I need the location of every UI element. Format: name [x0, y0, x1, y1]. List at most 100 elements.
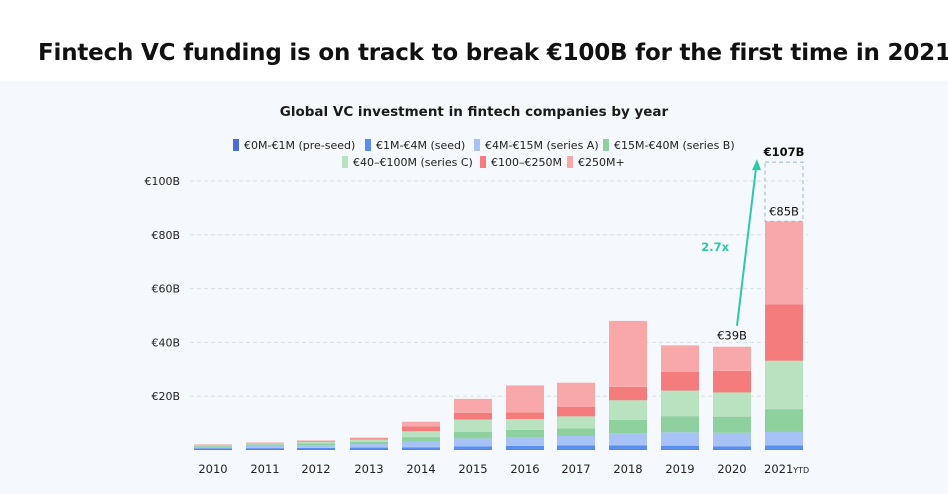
bar-segment [246, 442, 284, 443]
bar-segment [557, 382, 595, 407]
bar-segment [661, 432, 699, 446]
legend-label: €1M-€4M (seed) [376, 139, 465, 152]
bar-segment [713, 432, 751, 447]
legend-label: €250M+ [578, 156, 625, 169]
bar-segment [350, 449, 388, 450]
legend-label: €0M-€1M (pre-seed) [244, 139, 355, 152]
bar-segment [402, 441, 440, 448]
x-tick-label: 2014 [406, 462, 435, 476]
legend-swatch [474, 139, 480, 151]
bar-segment [454, 446, 492, 450]
bar-segment [609, 320, 647, 387]
bar-segment [350, 447, 388, 450]
value-label-2021-projected: €107B [763, 145, 805, 159]
y-tick-label: €80B [151, 229, 180, 242]
bar-segment [661, 345, 699, 372]
chart-title: Global VC investment in fintech companie… [279, 104, 669, 120]
bar-segment [609, 449, 647, 450]
bar-segment [246, 445, 284, 449]
y-tick-label: €40B [151, 336, 180, 349]
bar-segment [609, 433, 647, 446]
bar-segment [713, 392, 751, 417]
bar-segment [557, 416, 595, 429]
bar-segment [402, 449, 440, 450]
bar-segment [246, 443, 284, 445]
bar-segment [402, 447, 440, 450]
bar-segment [661, 416, 699, 433]
bar-segment [454, 419, 492, 432]
bar-segment [661, 449, 699, 450]
x-tick-label: 2012 [301, 462, 330, 476]
bar-segment [350, 444, 388, 448]
bar-segment [506, 385, 544, 413]
bar-segment [557, 445, 595, 450]
bar-segment [765, 445, 803, 450]
bar-segment [713, 446, 751, 450]
bar-segment [765, 431, 803, 446]
legend-label: €100–€250M [491, 156, 562, 169]
bar-segment [297, 443, 335, 446]
bar-segment [297, 447, 335, 450]
bar-segment [557, 449, 595, 450]
value-label-2021-ytd: €85B [769, 204, 799, 218]
legend-swatch [233, 139, 239, 151]
bar-segment [609, 400, 647, 420]
bar-segment [661, 371, 699, 391]
bar-segment [297, 440, 335, 441]
bar-segment [350, 437, 388, 439]
bar-segment [402, 431, 440, 438]
x-tick-label: 2019 [665, 462, 694, 476]
bar-segment [402, 437, 440, 442]
bar-segment [765, 221, 803, 305]
legend-label: €15M-€40M (series B) [614, 139, 735, 152]
bar-segment [765, 409, 803, 432]
bar-segment [609, 445, 647, 450]
bar-segment [557, 436, 595, 446]
bar-segment [454, 438, 492, 447]
y-tick-label: €20B [151, 390, 180, 403]
bar-segment [506, 429, 544, 438]
legend-swatch [603, 139, 609, 151]
bar-segment [661, 390, 699, 417]
value-label-2020: €39B [717, 329, 747, 343]
bar-segment [557, 428, 595, 437]
bar-segment [713, 346, 751, 371]
x-tick-label: 2017 [561, 462, 590, 476]
bar-segment [297, 441, 335, 444]
bar-segment [506, 419, 544, 430]
x-tick-label: 2020 [717, 462, 746, 476]
bar-segment [557, 406, 595, 417]
bar-segment [246, 448, 284, 450]
bar-segment [297, 440, 335, 442]
bar-segment [194, 448, 232, 450]
bar-segment [350, 438, 388, 440]
bar-segment [246, 444, 284, 446]
x-tick-label: 2010 [198, 462, 227, 476]
y-tick-label: €60B [151, 283, 180, 296]
bar-segment [713, 370, 751, 393]
bar-segment [609, 419, 647, 434]
bar-segment [765, 360, 803, 410]
growth-arrow-line [736, 168, 757, 326]
y-tick-label: €100B [144, 175, 180, 188]
bar-segment [194, 444, 232, 446]
bar-segment [506, 445, 544, 450]
bar-segment [765, 449, 803, 450]
bar-segment [350, 439, 388, 442]
bar-segment [402, 426, 440, 432]
bar-segment [713, 449, 751, 450]
bar-segment [609, 386, 647, 401]
x-tick-label: 2011 [250, 462, 279, 476]
bar-segment [454, 412, 492, 420]
bar-segment [713, 416, 751, 433]
growth-arrow-head [752, 159, 761, 171]
x-tick-label: 2018 [613, 462, 642, 476]
legend-swatch [480, 156, 486, 168]
bar-segment [194, 449, 232, 450]
legend-swatch [342, 156, 348, 168]
legend-label: €4M-€15M (series A) [485, 139, 599, 152]
bar-segment [297, 449, 335, 450]
bar-segment [194, 444, 232, 446]
bar-segment [765, 304, 803, 361]
